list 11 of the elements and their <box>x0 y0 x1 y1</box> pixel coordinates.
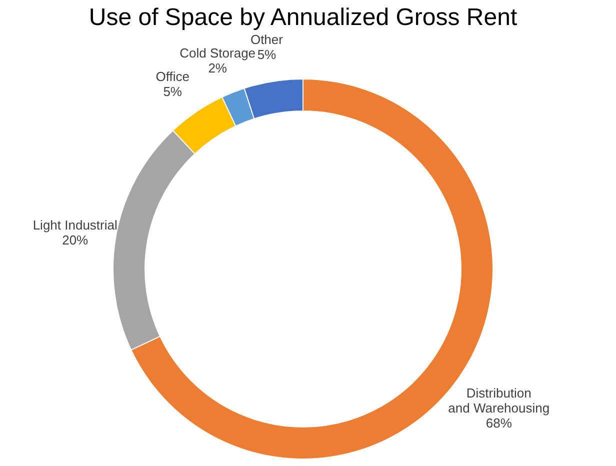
slice-label: Office <box>156 69 190 84</box>
chart-title: Use of Space by Annualized Gross Rent <box>88 4 518 31</box>
slice-label: Other <box>250 32 284 47</box>
data-label: 20% <box>62 232 89 248</box>
data-label: 5% <box>257 46 277 62</box>
slice-label: Cold Storage <box>180 45 256 60</box>
data-label: 68% <box>486 415 512 430</box>
slice-label: Distribution and Warehousing <box>448 385 550 416</box>
data-label: 5% <box>163 84 182 100</box>
slice-label: Light Industrial <box>32 218 118 233</box>
data-label: 2% <box>208 60 228 76</box>
